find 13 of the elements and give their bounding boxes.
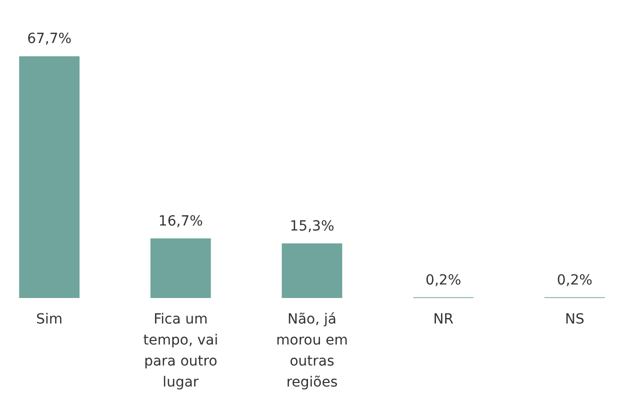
x-tick-label: Não, já morou em outras regiões <box>276 312 348 390</box>
bar <box>282 243 342 298</box>
bar <box>19 56 80 298</box>
x-tick-label: NS <box>564 312 584 328</box>
x-tick-label: NR <box>433 312 454 328</box>
x-tick-label: Sim <box>36 312 63 328</box>
x-tick-label: Fica um tempo, vai para outro lugar <box>143 312 218 390</box>
data-label: 0,2% <box>426 272 462 288</box>
data-label: 0,2% <box>556 272 592 288</box>
data-label: 15,3% <box>290 218 334 234</box>
bar <box>150 238 211 298</box>
data-label: 67,7% <box>27 31 72 48</box>
data-label: 16,7% <box>158 213 203 230</box>
